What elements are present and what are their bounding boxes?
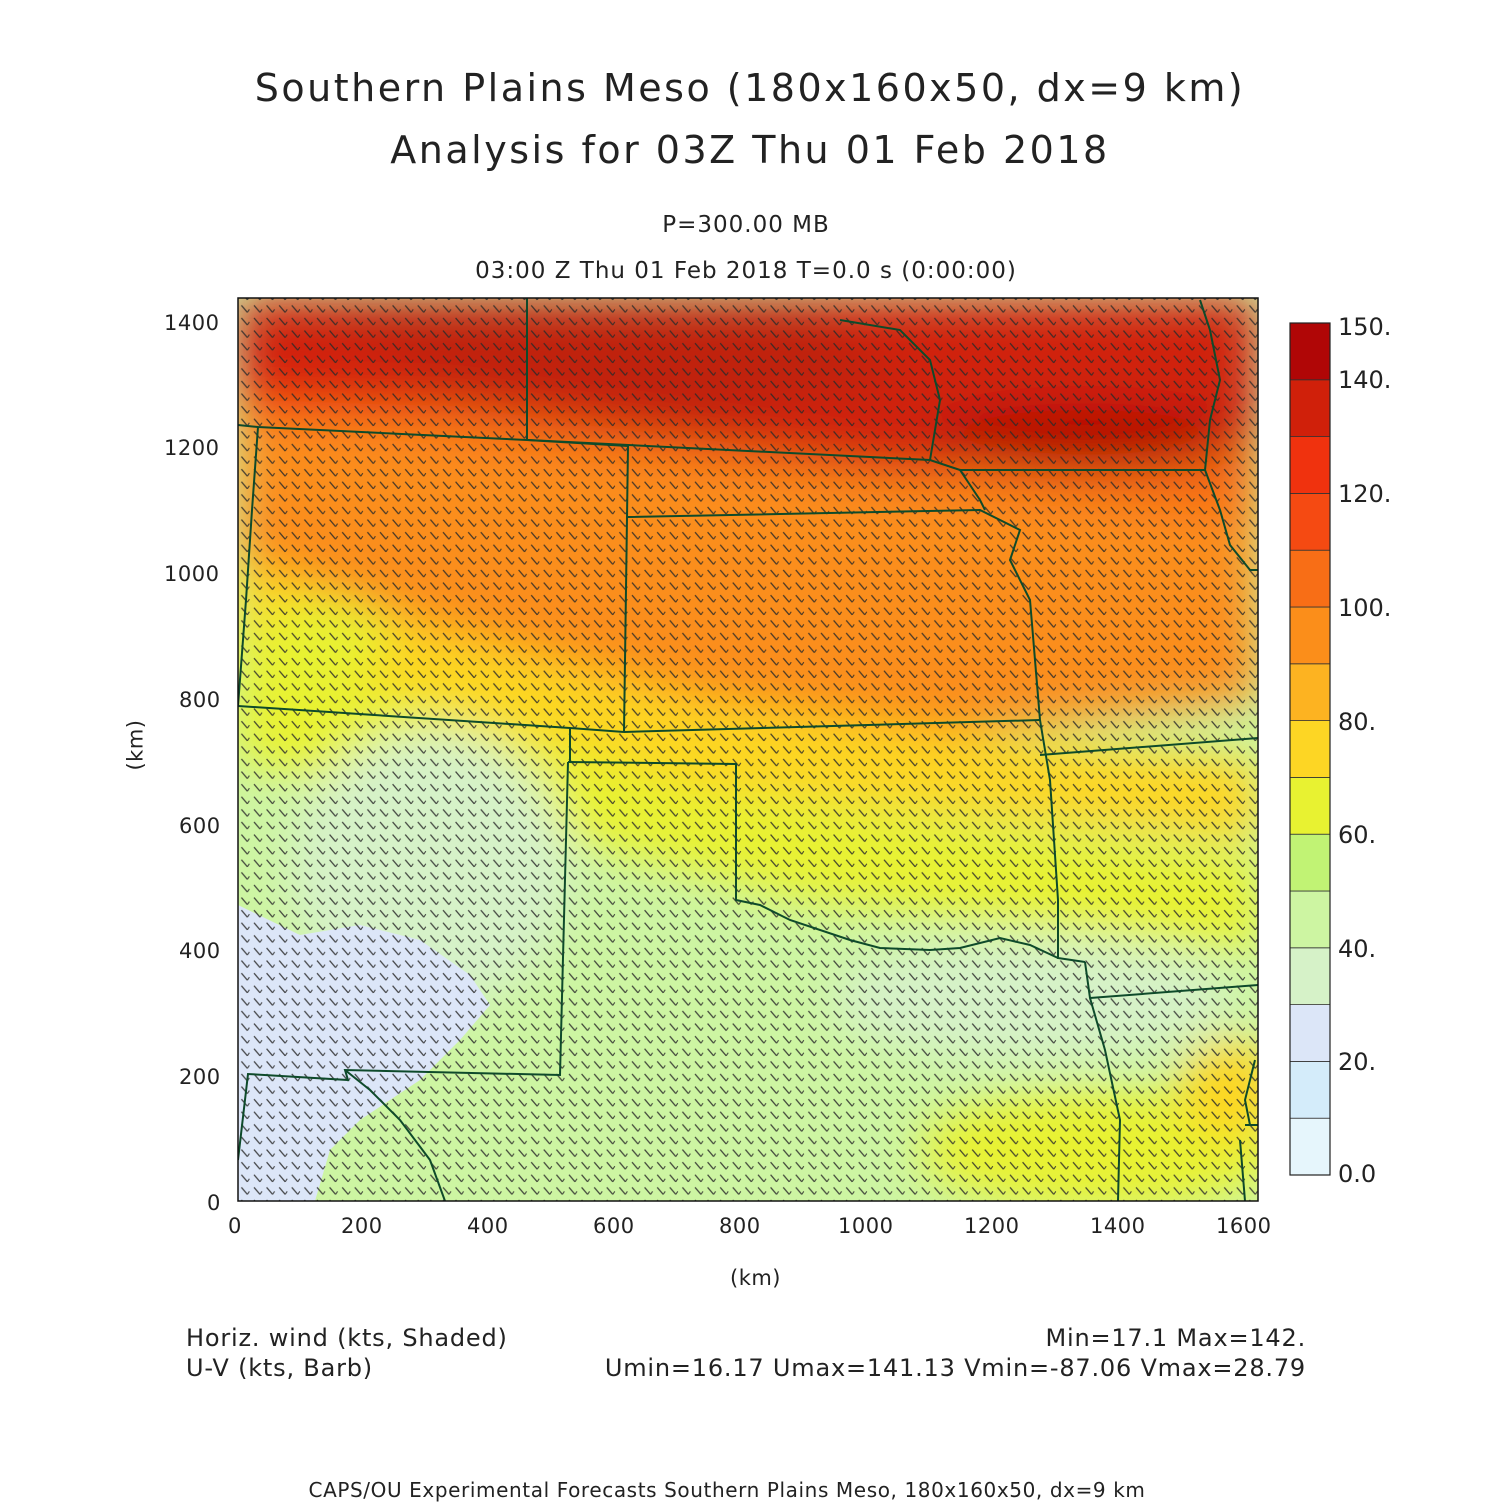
colorbar-swatch [1289,1061,1331,1119]
min-max-summary: Min=17.1 Max=142. [1045,1324,1306,1352]
colorbar-swatch [1289,663,1331,721]
colorbar-label: 60. [1338,821,1377,849]
y-tick-label: 200 [179,1065,221,1089]
colorbar-swatch [1289,777,1331,835]
y-tick-label: 800 [179,688,221,712]
colorbar-swatch [1289,890,1331,949]
colorbar-frame [1289,322,1331,1176]
x-tick-label: 1400 [1090,1214,1146,1238]
map-title: Southern Plains Meso (180x160x50, dx=9 k… [254,66,1246,110]
y-tick-label: 400 [179,939,221,963]
colorbar-swatch [1289,492,1331,551]
analysis-time-title: Analysis for 03Z Thu 01 Feb 2018 [390,128,1110,172]
wind-speed-shading [238,298,1258,1201]
colorbar-swatch [1289,833,1331,892]
colorbar-swatch [1289,1117,1331,1176]
x-tick-label: 1600 [1216,1214,1272,1238]
colorbar-swatch [1289,720,1331,778]
y-tick-label: 1000 [164,562,220,586]
x-tick-label: 1000 [838,1214,894,1238]
y-tick-label: 600 [179,814,221,838]
colorbar-label: 0.0 [1338,1160,1377,1188]
state-boundaries [238,298,1258,1201]
x-tick-label: 400 [467,1214,509,1238]
x-tick-label: 800 [719,1214,761,1238]
x-tick-label: 200 [341,1214,383,1238]
colorbar-swatch [1289,606,1331,665]
colorbar-swatch [1289,322,1331,381]
barb-field-description: U-V (kts, Barb) [186,1354,373,1382]
colorbar-label: 120. [1338,480,1392,508]
colorbar-label: 140. [1338,366,1392,394]
y-tick-label: 0 [207,1191,221,1215]
shaded-field-description: Horiz. wind (kts, Shaded) [186,1324,508,1352]
x-tick-label: 600 [593,1214,635,1238]
colorbar-label: 20. [1338,1048,1377,1076]
colorbar-label: 100. [1338,594,1392,622]
y-tick-label: 1400 [164,311,220,335]
colorbar-swatch [1289,549,1331,608]
x-axis-label: (km) [730,1266,782,1290]
x-tick-label: 1200 [964,1214,1020,1238]
uv-extremes-summary: Umin=16.17 Umax=141.13 Vmin=-87.06 Vmax=… [604,1354,1306,1382]
colorbar-swatch [1289,947,1331,1005]
y-axis-label: (km) [123,719,148,771]
colorbar-label: 150. [1338,313,1392,341]
colorbar-swatch [1289,436,1331,494]
colorbar-swatch [1289,379,1331,437]
valid-time-label: 03:00 Z Thu 01 Feb 2018 T=0.0 s (0:00:00… [475,258,1017,284]
colorbar [1289,322,1331,1176]
footer-credit: CAPS/OU Experimental Forecasts Southern … [308,1478,1146,1502]
y-tick-label: 1200 [164,436,220,460]
colorbar-label: 40. [1338,935,1377,963]
pressure-level-label: P=300.00 MB [662,212,830,238]
colorbar-label: 80. [1338,708,1377,736]
colorbar-swatch [1289,1004,1331,1062]
x-tick-label: 0 [228,1214,242,1238]
plot-frame [237,297,1259,1202]
